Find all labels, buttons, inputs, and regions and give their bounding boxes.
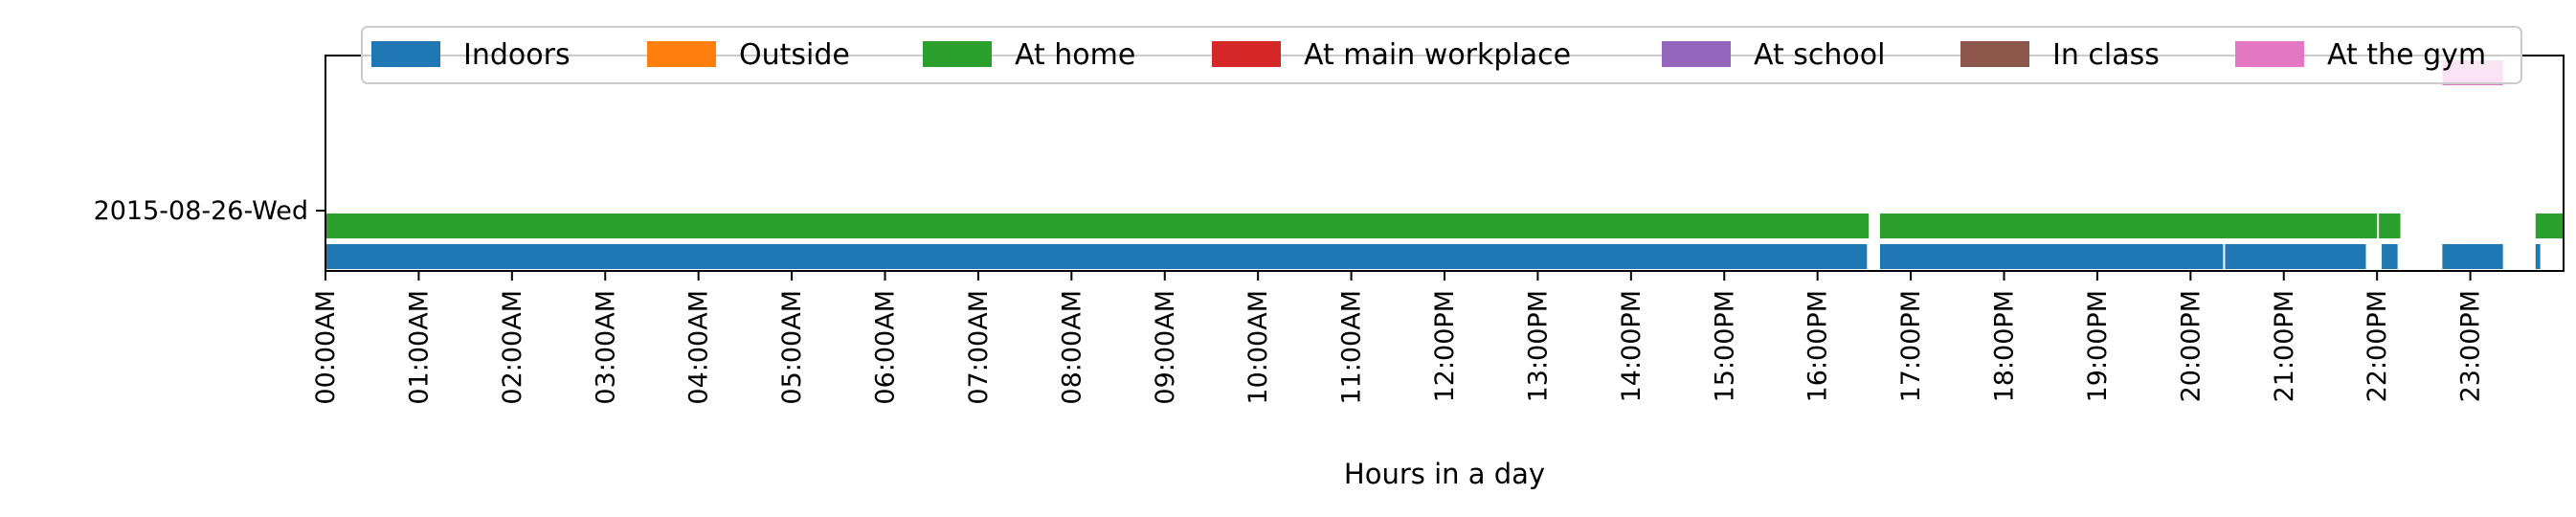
bar-indoors xyxy=(2442,244,2503,269)
legend-swatch xyxy=(923,41,992,67)
x-tick-label: 06:00AM xyxy=(871,290,901,405)
bar-indoors xyxy=(2225,244,2366,269)
bar-indoors xyxy=(1879,244,2224,269)
x-tick-label: 09:00AM xyxy=(1151,290,1180,405)
bar-indoors xyxy=(325,244,1868,269)
legend-label: At the gym xyxy=(2327,38,2486,72)
x-axis-ticks: 00:00AM 01:00AM 02:00AM 03:00AM 04:00AM 05:00… xyxy=(311,271,2486,405)
x-tick-label: 00:00AM xyxy=(311,290,341,405)
interval-bars xyxy=(325,60,2564,269)
bar-indoors xyxy=(2535,244,2541,269)
legend-swatch xyxy=(647,41,716,67)
legend-swatch xyxy=(371,41,440,67)
legend-swatch xyxy=(1212,41,1281,67)
bar-at-home xyxy=(2535,214,2564,238)
x-tick-label: 07:00AM xyxy=(964,290,994,405)
legend-label: At home xyxy=(1015,38,1135,72)
x-tick-label: 11:00AM xyxy=(1337,290,1367,405)
x-tick-label: 21:00PM xyxy=(2270,290,2299,402)
legend-frame xyxy=(361,26,2522,84)
plot-frame xyxy=(325,55,2565,272)
bar-at-home xyxy=(2379,214,2401,238)
x-tick-label: 13:00PM xyxy=(1523,290,1553,402)
x-tick-label: 19:00PM xyxy=(2083,290,2113,402)
x-tick-label: 04:00AM xyxy=(684,290,714,405)
x-tick-label: 20:00PM xyxy=(2176,290,2206,402)
x-tick-label: 16:00PM xyxy=(1803,290,1833,402)
x-tick-label: 15:00PM xyxy=(1710,290,1739,402)
x-tick-label: 10:00AM xyxy=(1243,290,1273,405)
legend-label: At main workplace xyxy=(1304,38,1571,72)
x-tick-label: 22:00PM xyxy=(2363,290,2392,402)
x-tick-label: 17:00PM xyxy=(1896,290,1926,402)
bar-indoors xyxy=(2382,244,2398,269)
x-tick-label: 08:00AM xyxy=(1057,290,1086,405)
y-axis-ticks: 2015-08-26-Wed xyxy=(94,196,325,226)
legend-label: At school xyxy=(1754,38,1885,72)
legend: Indoors Outside At home At main workplace At… xyxy=(361,26,2522,84)
legend-label: Outside xyxy=(739,38,850,72)
legend-label: In class xyxy=(2052,38,2160,72)
y-tick-label: 2015-08-26-Wed xyxy=(94,196,308,226)
bar-at-home xyxy=(325,214,1870,238)
x-tick-label: 12:00PM xyxy=(1430,290,1460,402)
legend-swatch xyxy=(2235,41,2304,67)
x-tick-label: 01:00AM xyxy=(404,290,434,405)
x-tick-label: 14:00PM xyxy=(1617,290,1646,402)
x-axis-title: Hours in a day xyxy=(1344,458,1545,490)
x-tick-label: 23:00PM xyxy=(2456,290,2486,402)
legend-swatch xyxy=(1662,41,1731,67)
legend-label: Indoors xyxy=(463,38,571,72)
x-tick-label: 18:00PM xyxy=(1990,290,2020,402)
x-tick-label: 03:00AM xyxy=(591,290,620,405)
x-tick-label: 05:00AM xyxy=(777,290,807,405)
legend-swatch xyxy=(1960,41,2029,67)
bar-at-home xyxy=(1879,214,2378,238)
x-tick-label: 02:00AM xyxy=(498,290,527,405)
